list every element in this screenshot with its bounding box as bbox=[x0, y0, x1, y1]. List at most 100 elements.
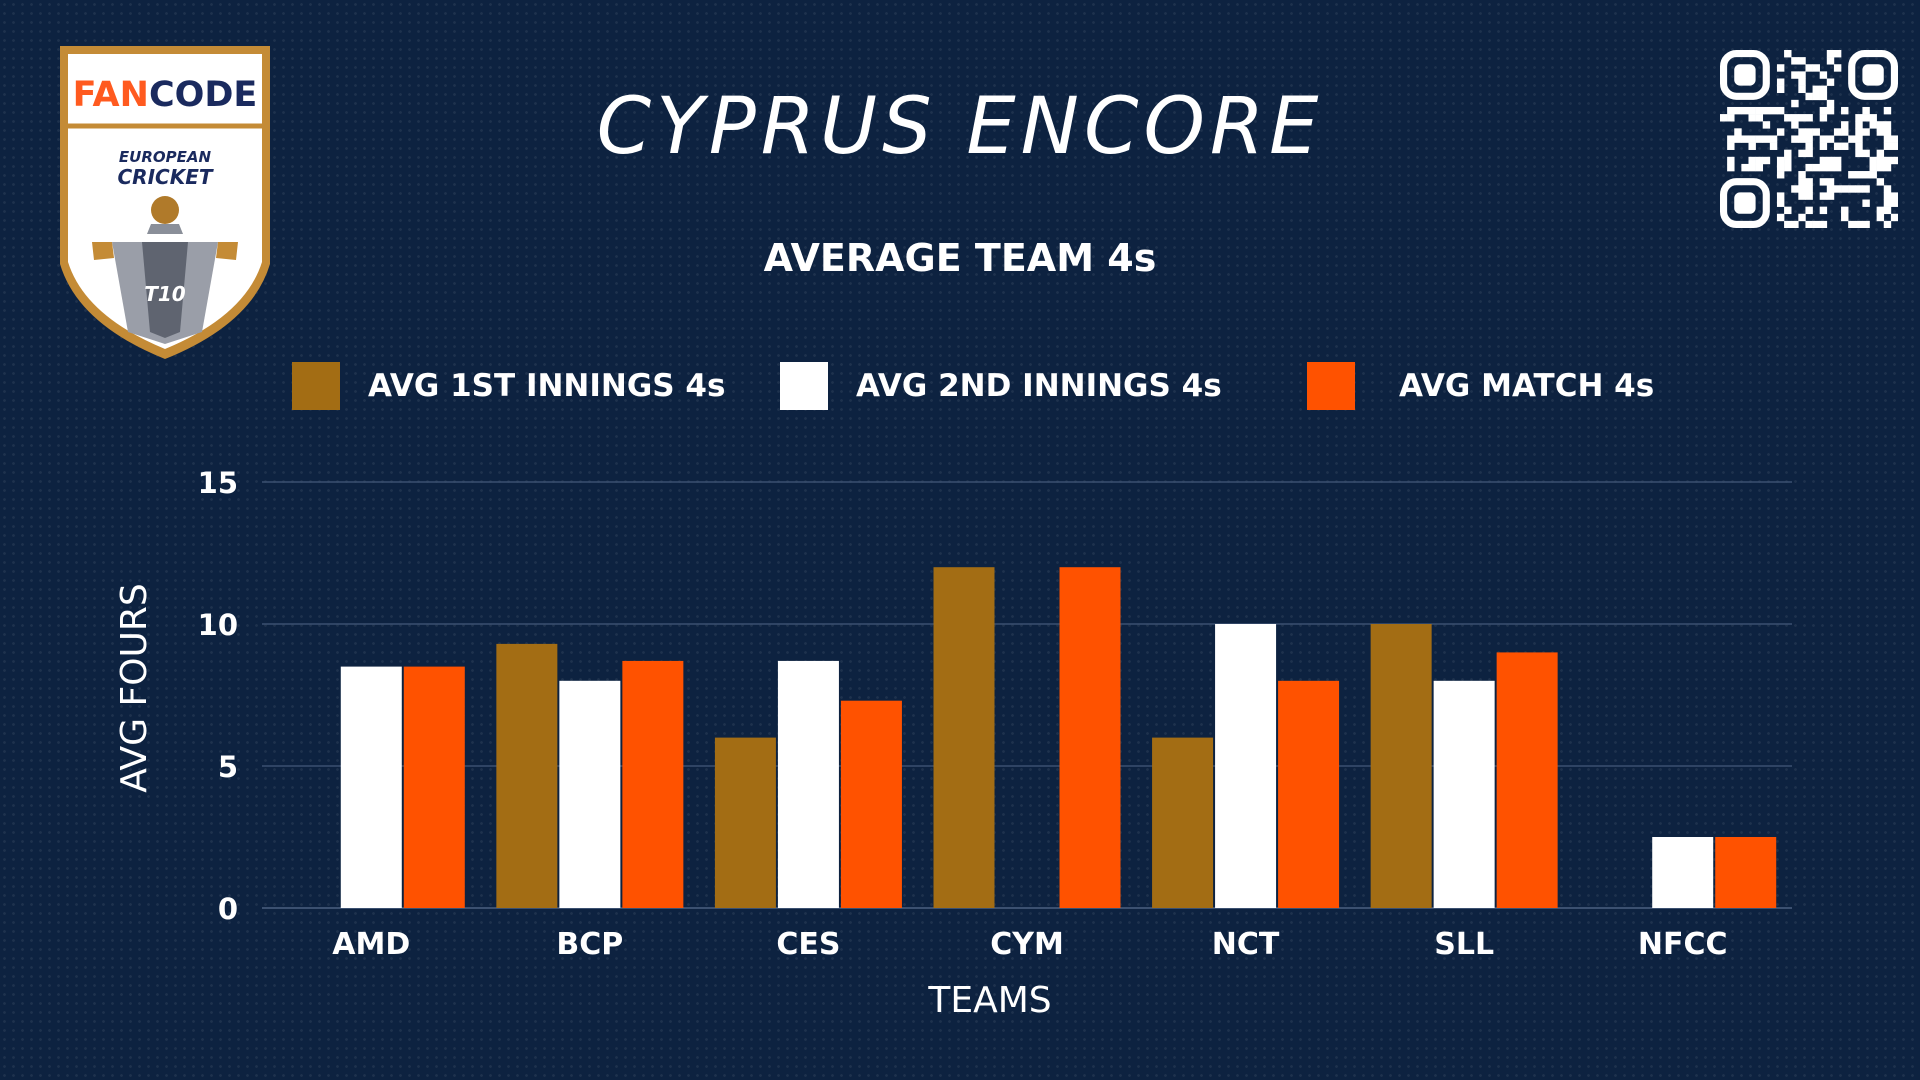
qr-module bbox=[1841, 128, 1849, 136]
qr-module bbox=[1826, 106, 1835, 115]
qr-modules bbox=[1720, 50, 1898, 228]
qr-module bbox=[1833, 156, 1842, 165]
qr-module bbox=[1784, 114, 1792, 122]
logo-line2: CRICKET bbox=[118, 165, 214, 189]
qr-module bbox=[1805, 163, 1813, 172]
x-tick-label-ces: CES bbox=[776, 927, 840, 962]
qr-module bbox=[1727, 135, 1735, 143]
qr-module bbox=[1805, 135, 1813, 143]
qr-module bbox=[1784, 149, 1792, 158]
page-title: CYPRUS ENCORE bbox=[596, 82, 1324, 172]
qr-module bbox=[1883, 142, 1892, 150]
qr-module bbox=[1784, 206, 1792, 215]
qr-module bbox=[1883, 199, 1892, 207]
qr-module bbox=[1791, 99, 1799, 108]
qr-module bbox=[1748, 142, 1756, 150]
qr-module bbox=[1741, 135, 1749, 143]
qr-module bbox=[1826, 50, 1835, 58]
x-tick-label-amd: AMD bbox=[332, 927, 410, 962]
qr-module bbox=[1748, 114, 1756, 122]
qr-module bbox=[1890, 156, 1898, 165]
qr-module bbox=[1890, 142, 1898, 150]
qr-module bbox=[1805, 178, 1813, 186]
qr-module bbox=[1762, 121, 1771, 129]
bar-amd-series-3 bbox=[403, 666, 465, 908]
qr-module bbox=[1855, 142, 1863, 150]
qr-module bbox=[1819, 142, 1828, 150]
qr-finder-center bbox=[1734, 64, 1756, 86]
bar-nct-series-2 bbox=[1215, 624, 1277, 908]
qr-module bbox=[1798, 85, 1806, 94]
qr-module bbox=[1776, 199, 1785, 207]
qr-module bbox=[1855, 114, 1863, 122]
qr-code-icon bbox=[1720, 50, 1898, 228]
qr-module bbox=[1769, 142, 1778, 150]
chart-labels: 0 5 10 15 AMD BCP CES CYM NCT SLL NFCC bbox=[198, 466, 1728, 962]
qr-module bbox=[1805, 92, 1813, 101]
chart-bars bbox=[340, 567, 1777, 908]
logo-badge-text: T10 bbox=[144, 282, 186, 306]
qr-module bbox=[1826, 178, 1835, 186]
qr-module bbox=[1862, 171, 1870, 179]
qr-module bbox=[1798, 213, 1806, 222]
qr-module bbox=[1776, 171, 1785, 179]
qr-module bbox=[1876, 156, 1885, 165]
qr-module bbox=[1734, 135, 1742, 143]
bar-sll-series-3 bbox=[1496, 652, 1558, 908]
qr-module bbox=[1848, 171, 1856, 179]
qr-module bbox=[1741, 106, 1749, 115]
qr-module bbox=[1883, 185, 1892, 193]
qr-module bbox=[1791, 121, 1799, 129]
qr-module bbox=[1833, 50, 1842, 58]
logo-trophy-step bbox=[147, 224, 183, 234]
chart-gridlines bbox=[262, 481, 1792, 909]
qr-module bbox=[1841, 142, 1849, 150]
qr-module bbox=[1848, 220, 1856, 228]
logo-brand-text: FANCODE bbox=[73, 75, 258, 115]
qr-module bbox=[1826, 156, 1835, 165]
qr-module bbox=[1869, 171, 1877, 179]
qr-module bbox=[1883, 121, 1892, 129]
qr-module bbox=[1755, 114, 1764, 122]
qr-module bbox=[1812, 220, 1820, 228]
qr-module bbox=[1883, 192, 1892, 200]
qr-module bbox=[1812, 64, 1820, 72]
bar-nct-series-1 bbox=[1152, 737, 1214, 908]
qr-module bbox=[1762, 156, 1771, 165]
qr-module bbox=[1762, 106, 1771, 115]
bar-ces-series-1 bbox=[714, 737, 776, 908]
qr-module bbox=[1798, 114, 1806, 122]
qr-module bbox=[1776, 128, 1785, 136]
qr-module bbox=[1791, 71, 1799, 79]
qr-module bbox=[1748, 106, 1756, 115]
qr-module bbox=[1776, 106, 1785, 115]
qr-module bbox=[1819, 220, 1828, 228]
qr-module bbox=[1727, 106, 1735, 115]
y-tick-label: 0 bbox=[218, 892, 238, 926]
bar-cym-series-1 bbox=[933, 567, 995, 908]
bar-bcp-series-2 bbox=[559, 680, 621, 908]
bar-bcp-series-3 bbox=[622, 660, 684, 908]
qr-module bbox=[1890, 192, 1898, 200]
qr-module bbox=[1805, 142, 1813, 150]
qr-module bbox=[1841, 185, 1849, 193]
chart-title: AVERAGE TEAM 4s bbox=[763, 236, 1157, 280]
qr-module bbox=[1812, 92, 1820, 101]
qr-module bbox=[1826, 78, 1835, 86]
qr-module bbox=[1784, 220, 1792, 228]
qr-module bbox=[1805, 192, 1813, 200]
y-tick-label: 5 bbox=[218, 750, 238, 784]
qr-module bbox=[1776, 213, 1785, 222]
qr-module bbox=[1748, 135, 1756, 143]
x-tick-label-bcp: BCP bbox=[556, 927, 623, 962]
qr-module bbox=[1855, 121, 1863, 129]
qr-module bbox=[1727, 156, 1735, 165]
qr-module bbox=[1819, 106, 1828, 115]
qr-module bbox=[1833, 163, 1842, 172]
qr-module bbox=[1776, 78, 1785, 86]
qr-module bbox=[1798, 71, 1806, 79]
qr-module bbox=[1812, 85, 1820, 94]
qr-module bbox=[1791, 220, 1799, 228]
chart-legend: AVG 1ST INNINGS 4s AVG 2ND INNINGS 4s AV… bbox=[0, 360, 1920, 430]
